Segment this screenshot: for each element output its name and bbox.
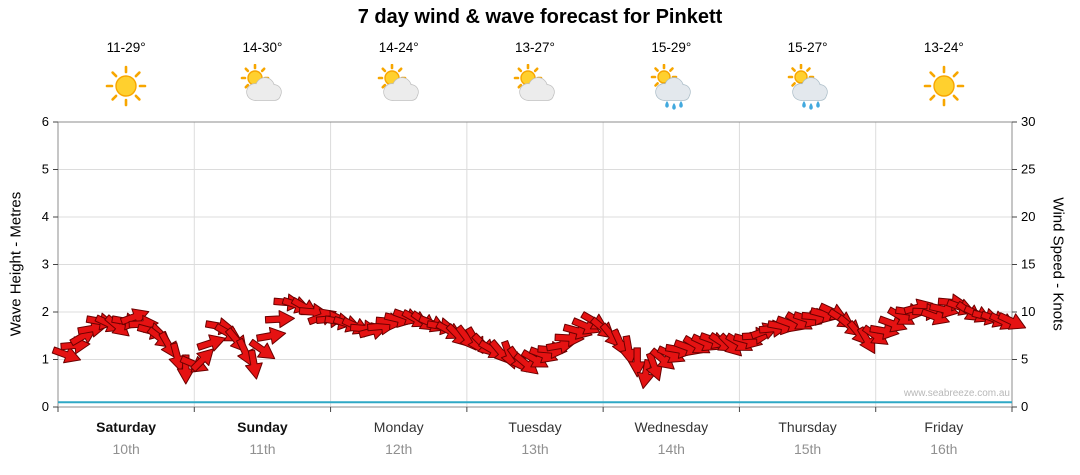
weather-icon-sunny [923,65,965,107]
wind-arrow [869,322,900,340]
watermark: www.seabreeze.com.au [903,388,1010,399]
day-name-label: Sunday [237,419,288,435]
right-axis-tick-label: 25 [1021,162,1035,177]
left-axis-tick-label: 1 [42,352,49,367]
wind-arrow [628,347,647,378]
right-axis-tick-label: 15 [1021,257,1035,272]
wind-arrow [196,334,227,352]
weather-icon-sunny [105,65,147,107]
right-axis-tick-label: 20 [1021,209,1035,224]
left-axis-tick-label: 0 [42,399,49,414]
day-temp-range: 14-30° [242,40,283,55]
wind-arrow [929,300,960,319]
wind-arrow [264,310,295,329]
weather-icon-partly-cloudy [377,64,419,101]
wind-arrow-series [51,293,1027,390]
day-date-label: 15th [793,441,822,457]
day-name-label: Friday [924,419,964,435]
chart-title: 7 day wind & wave forecast for Pinkett [357,6,723,28]
day-date-label: 11th [249,441,276,457]
day-name-label: Thursday [778,419,837,435]
day-date-label: 14th [657,441,685,457]
wind-arrow [248,338,276,360]
wind-arrow [168,342,187,373]
left-axis-tick-label: 2 [42,304,49,319]
day-name-label: Wednesday [634,419,709,435]
wind-arrow [245,349,263,380]
right-axis-tick-label: 0 [1021,399,1028,414]
day-temp-range: 15-27° [787,40,828,55]
day-name-label: Saturday [96,419,157,435]
weather-icon-partly-cloudy [241,64,283,101]
day-date-label: 10th [112,441,140,457]
wind-arrow [997,312,1027,330]
wind-arrow [51,346,82,364]
weather-icon-partly-cloudy [513,64,555,101]
wind-arrow [636,358,655,390]
weather-icon-showers [650,64,691,110]
day-date-label: 12th [385,441,413,457]
day-name-label: Tuesday [508,419,562,435]
day-date-label: 13th [521,441,549,457]
day-name-label: Monday [373,419,424,435]
day-temp-range: 15-29° [651,40,692,55]
day-temp-range: 13-27° [515,40,555,55]
wind-arrow [190,348,214,373]
wind-arrow [878,315,908,333]
right-axis-tick-label: 10 [1021,304,1035,319]
weather-icon-showers [787,64,828,110]
right-axis-tick-label: 30 [1021,114,1035,129]
day-temp-range: 13-24° [923,40,964,55]
wind-arrow [856,326,876,354]
left-axis-tick-label: 6 [42,114,49,129]
wind-arrow [256,326,287,345]
right-axis-tick-label: 5 [1021,352,1028,367]
left-axis-tick-label: 3 [42,257,49,272]
wind-arrow [554,329,585,348]
wind-arrow [619,335,638,366]
day-date-label: 16th [930,441,958,457]
wind-arrow [571,317,601,335]
day-temp-range: 14-24° [378,40,419,55]
wind-arrow [920,308,950,326]
wind-arrow [158,331,177,359]
left-axis-tick-label: 5 [42,162,49,177]
day-temp-range: 11-29° [106,40,146,55]
left-axis-tick-label: 4 [42,209,49,224]
